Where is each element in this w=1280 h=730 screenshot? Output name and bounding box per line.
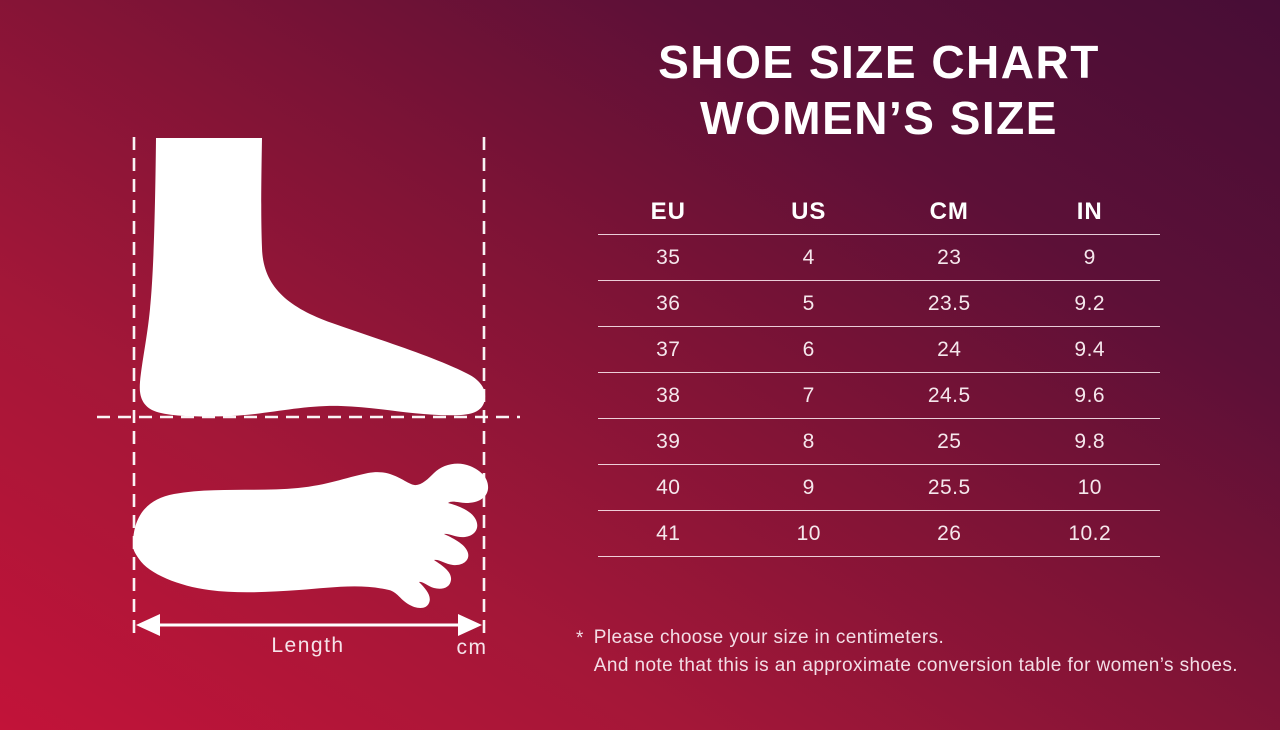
table-row: 39 8 25 9.8 (598, 419, 1160, 465)
foot-measurement-graphic (97, 137, 520, 640)
col-header-us: US (791, 198, 827, 225)
cell-in: 10.2 (1068, 521, 1112, 545)
cell-in: 9.8 (1074, 429, 1106, 453)
length-arrow (136, 614, 482, 636)
cell-eu: 35 (656, 245, 681, 269)
table-row: 37 6 24 9.4 (598, 327, 1160, 373)
cell-in: 9.2 (1074, 291, 1106, 315)
cell-cm: 23.5 (927, 291, 971, 315)
table-row: 38 7 24.5 9.6 (598, 373, 1160, 419)
footnote-line2: And note that this is an approximate con… (593, 655, 1238, 676)
cell-in: 9 (1083, 245, 1096, 269)
col-header-eu: EU (650, 198, 686, 225)
footnote: * Please choose your size in centimeters… (576, 624, 1266, 680)
cell-cm: 25.5 (927, 475, 971, 499)
cm-label: cm (456, 636, 488, 659)
cell-eu: 38 (656, 383, 681, 407)
foot-side-silhouette (139, 138, 486, 417)
foot-top-silhouette (133, 463, 489, 608)
page-title: SHOE SIZE CHART WOMEN’S SIZE (589, 34, 1169, 146)
cell-eu: 40 (656, 475, 681, 499)
footnote-text: Please choose your size in centimeters. … (594, 624, 1238, 680)
table-row: 36 5 23.5 9.2 (598, 281, 1160, 327)
cell-eu: 41 (656, 521, 681, 545)
cell-cm: 24.5 (927, 383, 971, 407)
cell-eu: 37 (656, 337, 681, 361)
table-row: 41 10 26 10.2 (598, 511, 1160, 557)
size-table-header: EU US CM IN (598, 190, 1160, 235)
footnote-asterisk: * (576, 628, 584, 649)
cell-us: 9 (802, 475, 815, 499)
cell-in: 9.4 (1074, 337, 1106, 361)
table-row: 35 4 23 9 (598, 235, 1160, 281)
cell-cm: 24 (937, 337, 962, 361)
arrow-head-right (458, 614, 482, 636)
arrow-head-left (136, 614, 160, 636)
footnote-line1: Please choose your size in centimeters. (593, 627, 945, 648)
cell-us: 10 (796, 521, 821, 545)
cell-eu: 39 (656, 429, 681, 453)
cell-us: 5 (802, 291, 815, 315)
col-header-in: IN (1076, 198, 1103, 225)
cell-cm: 26 (937, 521, 962, 545)
cell-in: 10 (1077, 475, 1102, 499)
size-table: EU US CM IN 35 4 23 9 36 5 23.5 9.2 37 6… (598, 190, 1160, 557)
cell-us: 7 (802, 383, 815, 407)
cell-us: 8 (802, 429, 815, 453)
cell-in: 9.6 (1074, 383, 1106, 407)
col-header-cm: CM (929, 198, 969, 225)
page-title-line2: WOMEN’S SIZE (700, 92, 1058, 144)
cell-cm: 23 (937, 245, 962, 269)
cell-us: 4 (802, 245, 815, 269)
cell-eu: 36 (656, 291, 681, 315)
dashed-guides (97, 137, 520, 640)
cell-us: 6 (802, 337, 815, 361)
table-row: 40 9 25.5 10 (598, 465, 1160, 511)
length-label: Length (271, 634, 345, 657)
cell-cm: 25 (937, 429, 962, 453)
page-title-line1: SHOE SIZE CHART (658, 36, 1100, 88)
